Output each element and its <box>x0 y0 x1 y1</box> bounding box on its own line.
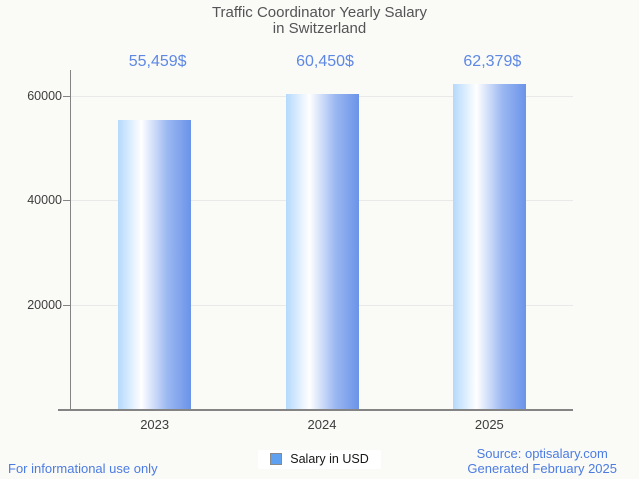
legend: Salary in USD <box>0 450 639 469</box>
x-axis-line <box>58 409 573 411</box>
bar-2025[interactable] <box>452 83 526 409</box>
legend-swatch-icon <box>270 453 283 465</box>
plot-area: 20000 40000 60000 55,459$ 2023 60,450$ 2024 62,… <box>27 53 573 432</box>
y-tick-20000 <box>63 304 71 306</box>
x-axis-label-2025: 2025 <box>474 417 504 432</box>
x-axis-label-2023: 2023 <box>140 417 170 432</box>
disclaimer-text: For informational use only <box>8 461 158 476</box>
generated-text: Generated February 2025 <box>467 460 617 476</box>
value-label-2025: 62,379$ <box>463 53 522 70</box>
source-text: Source: optisalary.com <box>476 446 608 461</box>
legend-label: Salary in USD <box>290 452 369 466</box>
x-axis-label-2024: 2024 <box>307 417 337 432</box>
source-block: Source: optisalary.com Generated Februar… <box>467 446 617 476</box>
chart-title: Traffic Coordinator Yearly Salary in Swi… <box>0 5 639 37</box>
chart-title-line1: Traffic Coordinator Yearly Salary <box>211 4 428 21</box>
value-label-2023: 55,459$ <box>128 53 187 70</box>
y-tick-60000 <box>63 96 71 98</box>
chart-title-line2: in Switzerland <box>272 20 367 37</box>
legend-box: Salary in USD <box>258 450 381 469</box>
y-axis-label-60000: 60000 <box>27 89 62 104</box>
y-axis-label-40000: 40000 <box>27 193 62 208</box>
y-tick-40000 <box>63 200 71 202</box>
bar-2023[interactable] <box>118 119 192 409</box>
y-axis-label-20000: 20000 <box>27 297 62 312</box>
value-label-2024: 60,450$ <box>296 53 354 70</box>
bar-2024[interactable] <box>285 93 359 409</box>
